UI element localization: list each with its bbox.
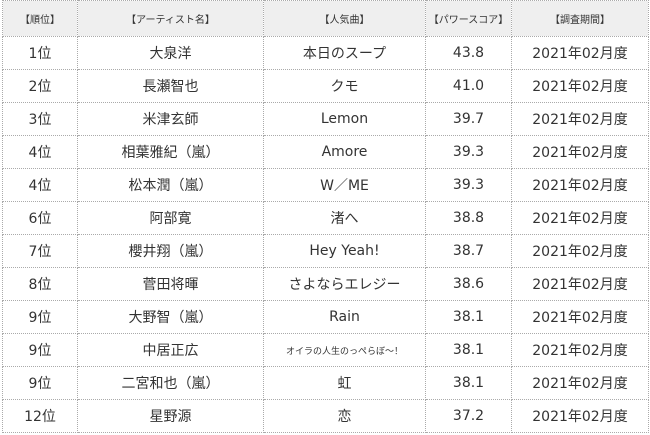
table-cell: 12位 [2, 399, 78, 433]
table-cell: 1位 [2, 36, 78, 70]
table-cell: 2021年02月度 [511, 135, 649, 169]
table-cell: 38.1 [425, 333, 512, 367]
table-row: 12位 星野源恋 37.2 2021年02月度 [2, 399, 649, 433]
table-cell: 2021年02月度 [511, 267, 649, 301]
table-cell: 阿部寛 [77, 201, 264, 235]
header-row: 【順位】 【アーティスト名】 【人気曲】 【パワースコア】 【調査期間】 [2, 0, 649, 37]
table-cell: 2021年02月度 [511, 201, 649, 235]
table-cell: 長瀬智也 [77, 69, 264, 103]
table-cell: Lemon [263, 102, 426, 136]
table-cell: 38.8 [425, 201, 512, 235]
table-cell: クモ [263, 69, 426, 103]
table-cell: 3位 [2, 102, 78, 136]
header-cell: 【調査期間】 [511, 0, 649, 37]
table-cell: 2021年02月度 [511, 168, 649, 202]
table-cell: 渚へ [263, 201, 426, 235]
header-cell: 【パワースコア】 [425, 0, 512, 37]
table-cell: 中居正広 [77, 333, 264, 367]
table-row: 9位 二宮和也（嵐）虹 38.1 2021年02月度 [2, 366, 649, 400]
table-cell: 櫻井翔（嵐） [77, 234, 264, 268]
table-cell: さよならエレジー [263, 267, 426, 301]
table-cell: 2021年02月度 [511, 36, 649, 70]
table-row: 6位 阿部寛 渚へ 38.8 2021年02月度 [2, 201, 649, 235]
table-cell: 4位 [2, 135, 78, 169]
table-cell: 38.7 [425, 234, 512, 268]
table-cell: 7位 [2, 234, 78, 268]
table-cell: Hey Yeah! [263, 234, 426, 268]
table-cell: 2021年02月度 [511, 399, 649, 433]
table-cell: 2021年02月度 [511, 366, 649, 400]
header-cell: 【人気曲】 [263, 0, 426, 37]
table-row: 2位 長瀬智也 クモ 41.0 2021年02月度 [2, 69, 649, 103]
table-row: 8位 菅田将暉 さよならエレジー 38.6 2021年02月度 [2, 267, 649, 301]
table-cell: 37.2 [425, 399, 512, 433]
table-row: 3位 米津玄師 Lemon 39.7 2021年02月度 [2, 102, 649, 136]
table-cell: 二宮和也（嵐） [77, 366, 264, 400]
table-cell: 大泉洋 [77, 36, 264, 70]
table-cell: オイラの人生のっぺらぼ〜！ [263, 333, 426, 367]
table-row: 7位 櫻井翔（嵐） Hey Yeah! 38.7 2021年02月度 [2, 234, 649, 268]
table-row: 4位 松本潤（嵐） W／ME 39.3 2021年02月度 [2, 168, 649, 202]
table-cell: 松本潤（嵐） [77, 168, 264, 202]
table-cell: 大野智（嵐） [77, 300, 264, 334]
table-cell: 虹 [263, 366, 426, 400]
table-cell: 恋 [263, 399, 426, 433]
table-cell: 8位 [2, 267, 78, 301]
table-cell: 9位 [2, 300, 78, 334]
table-cell: 米津玄師 [77, 102, 264, 136]
table-cell: 4位 [2, 168, 78, 202]
table-cell: 2021年02月度 [511, 69, 649, 103]
table-cell: 9位 [2, 333, 78, 367]
table-row: 9位 大野智（嵐） Rain 38.1 2021年02月度 [2, 300, 649, 334]
table-cell: 2021年02月度 [511, 333, 649, 367]
table-row: 4位 相葉雅紀（嵐） Amore 39.3 2021年02月度 [2, 135, 649, 169]
table-row: 9位 中居正広 オイラの人生のっぺらぼ〜！ 38.1 2021年02月度 [2, 333, 649, 367]
table-cell: 相葉雅紀（嵐） [77, 135, 264, 169]
table-row: 1位 大泉洋 本日のスープ 43.8 2021年02月度 [2, 36, 649, 70]
table-cell: 星野源 [77, 399, 264, 433]
header-cell: 【順位】 [2, 0, 78, 37]
table-cell: 43.8 [425, 36, 512, 70]
table-cell: 38.1 [425, 300, 512, 334]
table-cell: 39.7 [425, 102, 512, 136]
table-cell: 菅田将暉 [77, 267, 264, 301]
table-cell: 39.3 [425, 135, 512, 169]
table-cell: 2021年02月度 [511, 300, 649, 334]
table-cell: Rain [263, 300, 426, 334]
table-cell: 39.3 [425, 168, 512, 202]
table-cell: 38.6 [425, 267, 512, 301]
table-cell: 2位 [2, 69, 78, 103]
table-body: 1位 大泉洋 本日のスープ 43.8 2021年02月度 2位 長瀬智也 クモ 41.0 2021… [2, 36, 649, 433]
table-cell: 9位 [2, 366, 78, 400]
table-cell: Amore [263, 135, 426, 169]
header-cell: 【アーティスト名】 [77, 0, 264, 37]
table-cell: W／ME [263, 168, 426, 202]
table-cell: 41.0 [425, 69, 512, 103]
table-cell: 2021年02月度 [511, 234, 649, 268]
table-cell: 2021年02月度 [511, 102, 649, 136]
table-cell: 38.1 [425, 366, 512, 400]
table-cell: 本日のスープ [263, 36, 426, 70]
table-cell: 6位 [2, 201, 78, 235]
